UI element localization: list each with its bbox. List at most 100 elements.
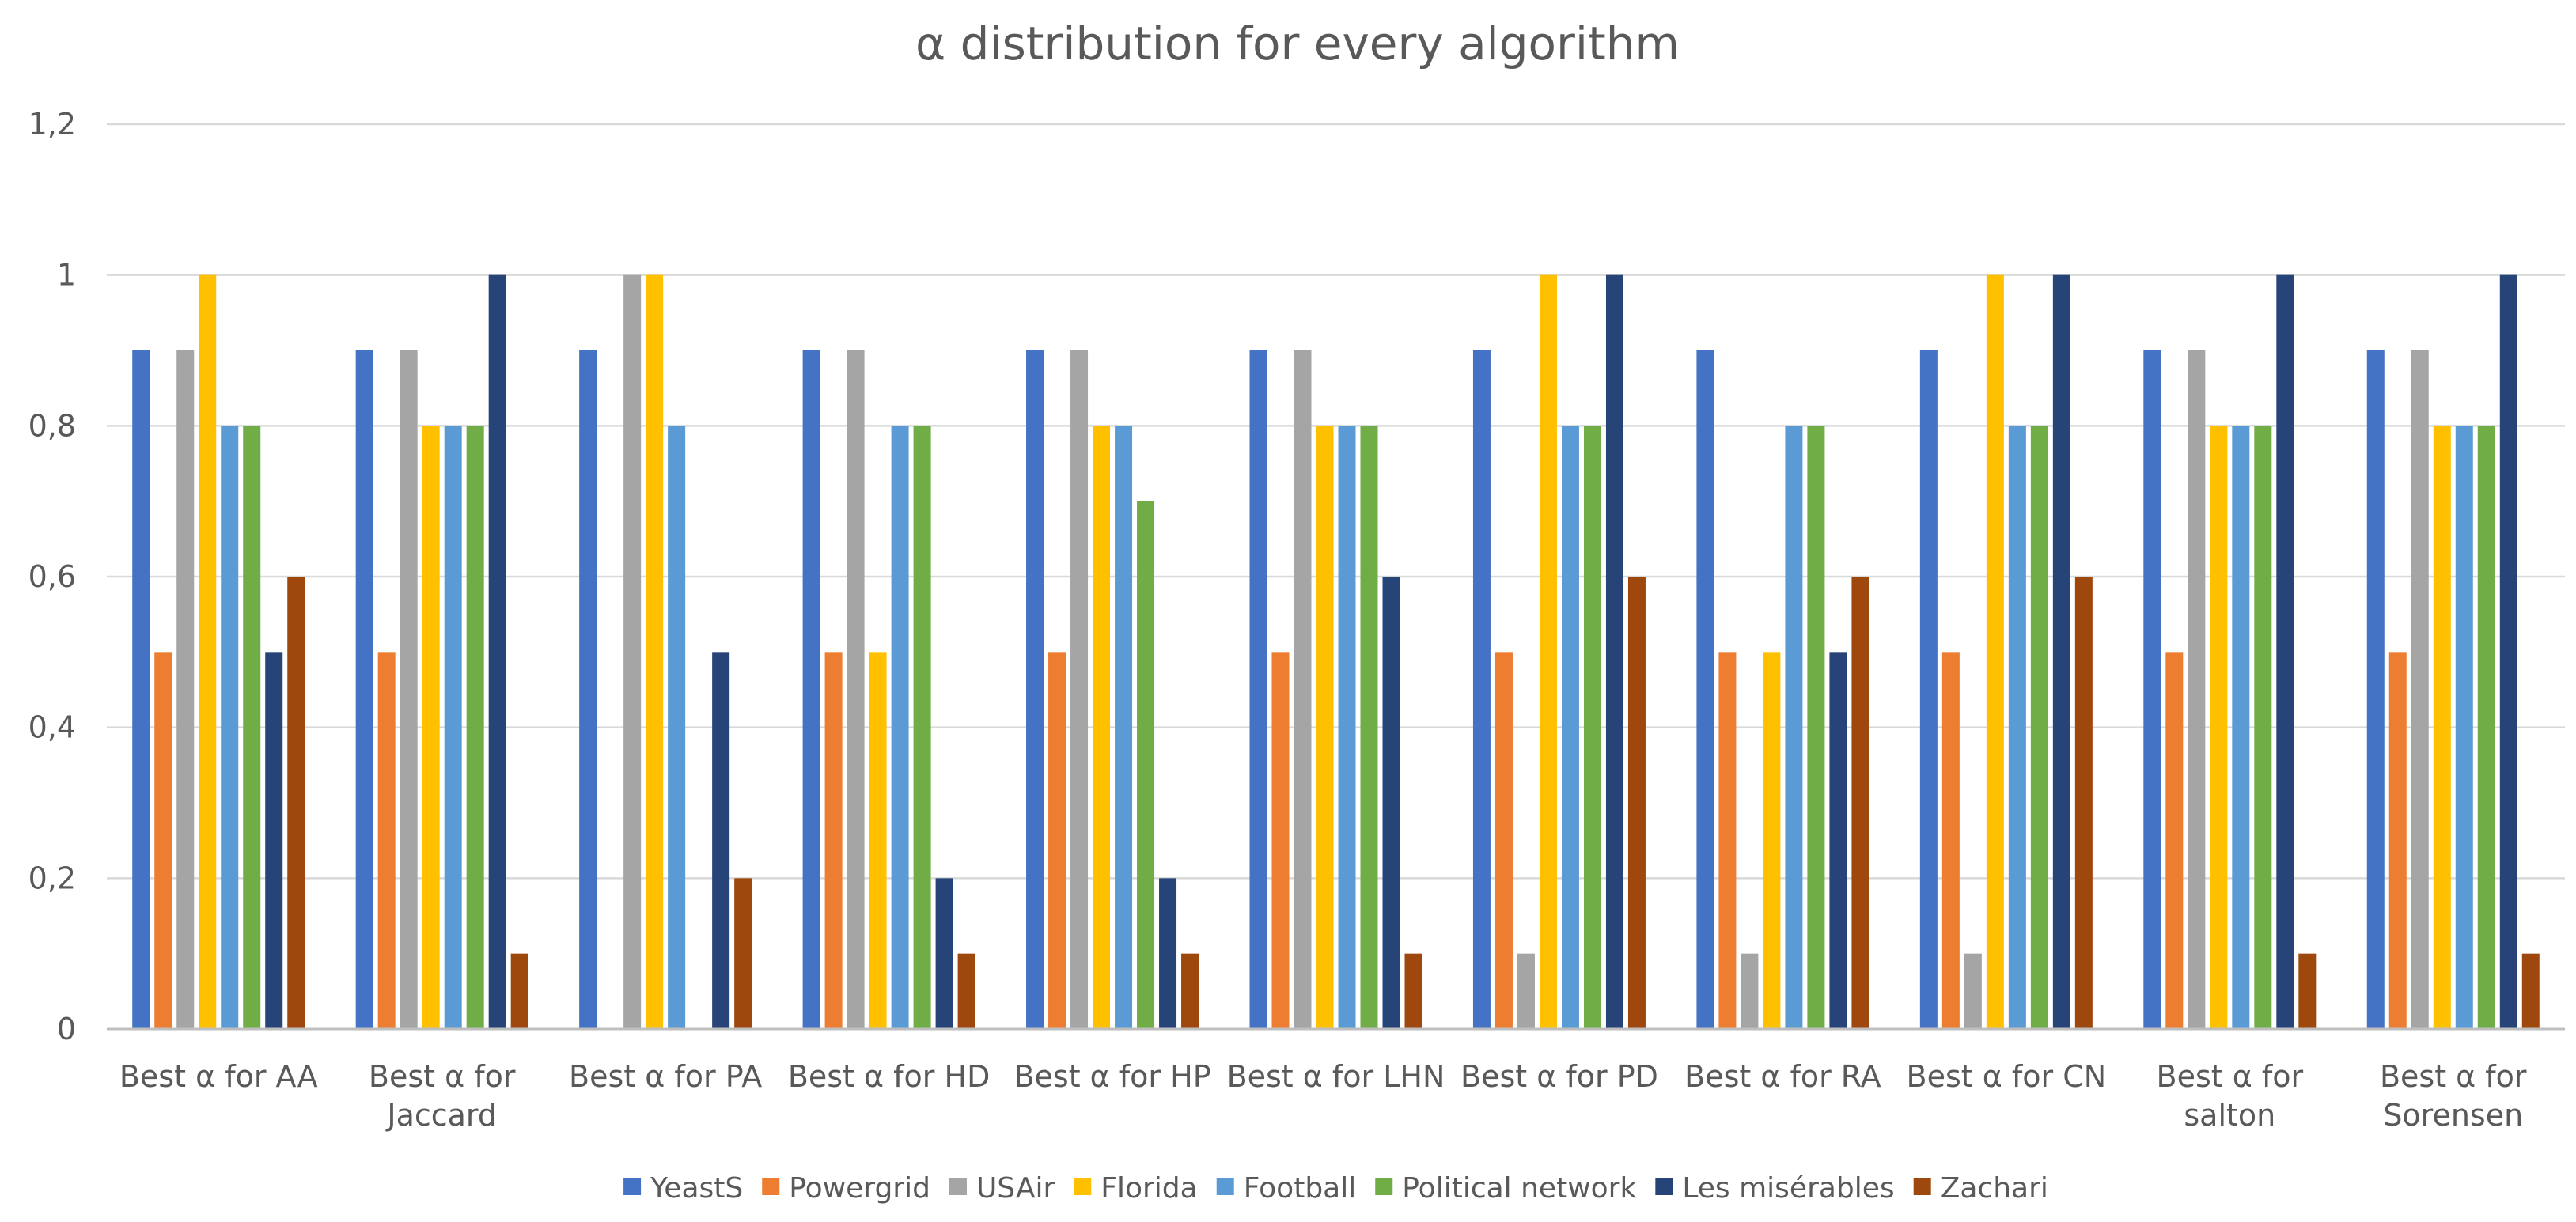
bar <box>2298 953 2317 1029</box>
bar <box>199 274 217 1030</box>
x-tick-label: Best α for HP <box>1013 1059 1210 1094</box>
legend-item: Zachari <box>1913 1172 2048 1205</box>
bar <box>847 350 865 1029</box>
bar <box>1583 426 1601 1029</box>
legend-item: Football <box>1216 1172 1357 1205</box>
x-tick-label: salton <box>2184 1098 2275 1133</box>
bar <box>2455 426 2473 1029</box>
bar <box>734 878 752 1029</box>
bar <box>287 577 305 1029</box>
x-axis-labels: Best α for AA Best α for Jaccard Best α for… <box>119 1059 2527 1133</box>
bar <box>265 652 283 1029</box>
bar <box>1093 426 1111 1029</box>
bar <box>2008 426 2026 1029</box>
legend-swatch <box>1074 1178 1092 1195</box>
bar <box>176 350 195 1029</box>
bar <box>2411 350 2429 1029</box>
bar <box>2433 426 2451 1029</box>
bar <box>1741 953 1759 1029</box>
bar <box>1159 878 1177 1029</box>
chart-title: α distribution for every algorithm <box>915 17 1680 70</box>
bar <box>2188 350 2206 1029</box>
bar <box>377 652 396 1029</box>
bar <box>1115 426 1133 1029</box>
legend-swatch <box>1216 1178 1234 1195</box>
legend-label: Football <box>1244 1172 1357 1205</box>
bar <box>154 652 172 1029</box>
bar <box>2477 426 2495 1029</box>
bar <box>1986 274 2004 1030</box>
bar <box>2052 274 2070 1030</box>
bar <box>2366 350 2385 1029</box>
bar <box>355 350 373 1029</box>
bar <box>1382 577 1400 1029</box>
bar <box>913 426 931 1029</box>
bar <box>2165 652 2184 1029</box>
legend-item: Political network <box>1375 1172 1636 1205</box>
bar <box>1404 953 1422 1029</box>
legend-item: Powergrid <box>762 1172 930 1205</box>
bar <box>1249 350 1267 1029</box>
bar <box>1964 953 1982 1029</box>
bar <box>1181 953 1199 1029</box>
bar <box>1941 652 1960 1029</box>
bar <box>1494 652 1513 1029</box>
x-tick-label: Best α for <box>2380 1059 2527 1094</box>
legend-label: Political network <box>1402 1172 1636 1205</box>
bar <box>1026 350 1044 1029</box>
bar <box>623 274 642 1030</box>
x-tick-label: Best α for RA <box>1684 1059 1881 1094</box>
x-tick-label: Best α for CN <box>1907 1059 2107 1094</box>
bar <box>1048 652 1066 1029</box>
x-tick-label: Sorensen <box>2383 1098 2523 1133</box>
bar <box>935 878 953 1029</box>
bar <box>869 652 887 1029</box>
x-tick-label: Best α for HD <box>788 1059 991 1094</box>
x-tick-label: Best α for <box>369 1059 516 1094</box>
bar <box>646 274 664 1030</box>
bar <box>1829 652 1847 1029</box>
bar <box>2388 652 2407 1029</box>
x-tick-label: Best α for PD <box>1460 1059 1658 1094</box>
y-tick-label: 0,2 <box>28 861 76 895</box>
x-tick-label: Best α for AA <box>119 1059 318 1094</box>
bar <box>243 426 261 1029</box>
bars <box>107 274 2565 1031</box>
bar <box>1539 274 1557 1030</box>
bar <box>1718 652 1737 1029</box>
bar <box>2030 426 2048 1029</box>
bar <box>802 350 820 1029</box>
bar <box>1627 577 1646 1029</box>
legend-swatch <box>762 1178 780 1195</box>
legend-label: Powergrid <box>789 1172 930 1205</box>
bar <box>1294 350 1312 1029</box>
bar <box>1807 426 1825 1029</box>
bar <box>1561 426 1579 1029</box>
bar <box>579 350 597 1029</box>
legend-item: YeastS <box>623 1172 743 1205</box>
bar <box>400 350 418 1029</box>
bar <box>510 953 528 1029</box>
bar <box>1763 652 1781 1029</box>
y-tick-label: 1,2 <box>28 107 76 142</box>
bar <box>466 426 484 1029</box>
x-tick-label: Jaccard <box>385 1098 497 1133</box>
bar <box>221 426 239 1029</box>
bar <box>1338 426 1356 1029</box>
bar <box>422 426 440 1029</box>
bar <box>1696 350 1714 1029</box>
bar <box>1517 953 1535 1029</box>
bar <box>1360 426 1378 1029</box>
bar <box>712 652 730 1029</box>
y-tick-label: 0,8 <box>28 408 76 443</box>
bar <box>1137 501 1155 1029</box>
legend-label: Florida <box>1100 1172 1197 1205</box>
legend-swatch <box>1913 1178 1931 1195</box>
bar <box>1070 350 1089 1029</box>
legend-label: Zachari <box>1941 1172 2048 1205</box>
bar <box>891 426 909 1029</box>
bar <box>1851 577 1869 1029</box>
bar <box>2499 274 2517 1030</box>
x-tick-label: Best α for <box>2157 1059 2304 1094</box>
